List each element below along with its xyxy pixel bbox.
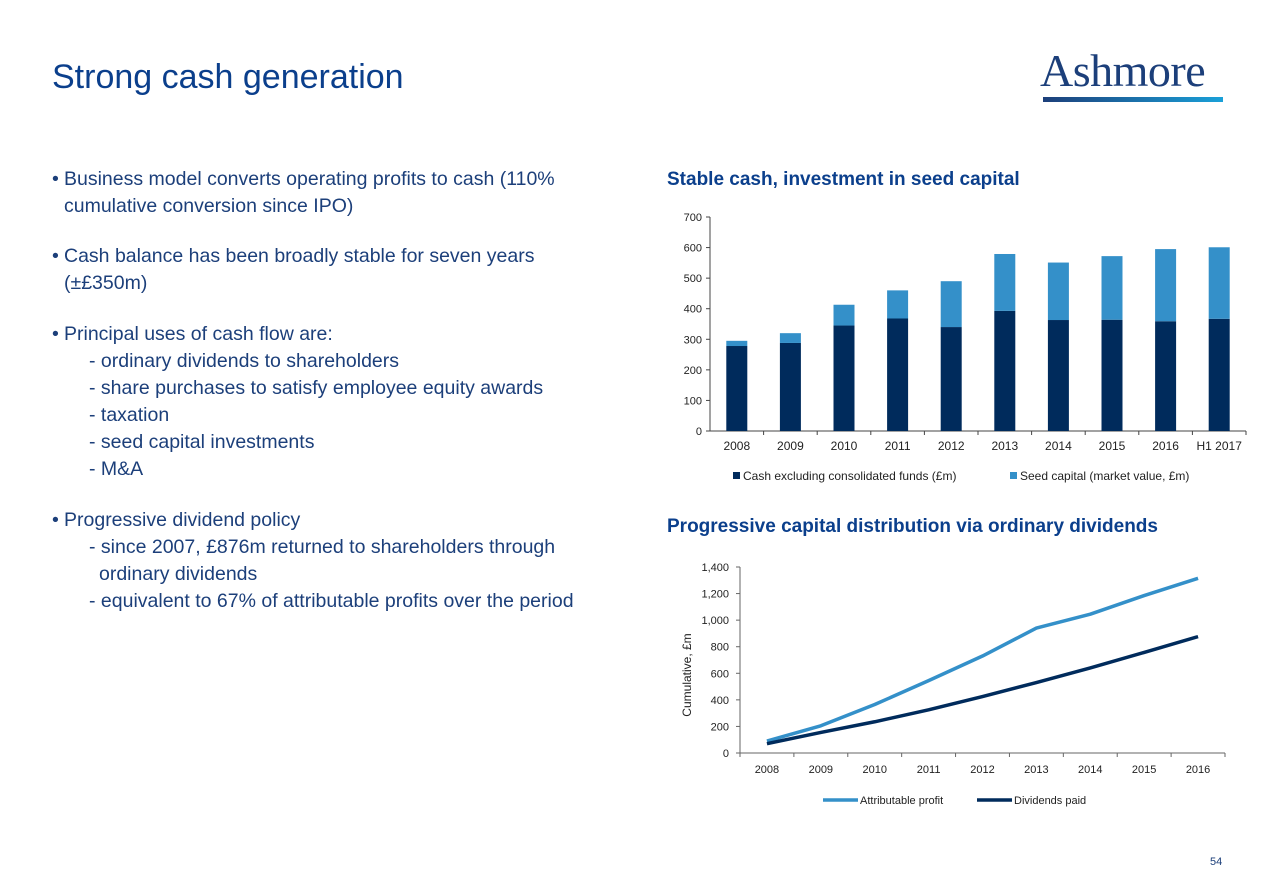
ashmore-logo: Ashmore (1040, 48, 1224, 104)
line-chart-title: Progressive capital distribution via ord… (667, 516, 1158, 537)
x-tick-label: 2011 (917, 764, 941, 776)
legend-label: Seed capital (market value, £m) (1020, 469, 1189, 483)
y-tick-label: 600 (711, 668, 729, 680)
bar-seed-capital (887, 290, 909, 319)
x-tick-label: 2011 (885, 439, 911, 453)
x-tick-label: 2015 (1132, 764, 1156, 776)
sub-item: - since 2007, £876m returned to sharehol… (89, 536, 556, 558)
bar-seed-capital (1047, 262, 1069, 321)
page-number: 54 (1210, 856, 1223, 868)
bullet-text: Cash balance has been broadly stable for… (64, 245, 535, 267)
x-tick-label: 2009 (809, 764, 833, 776)
bullet-dot: • (52, 323, 59, 345)
x-tick-label: 2012 (938, 439, 965, 453)
bar-cash (1047, 320, 1069, 431)
bullet-dividend-policy: • Progressive dividend policy - since 20… (52, 507, 642, 615)
bar-seed-capital (1155, 249, 1177, 322)
bar-chart-title: Stable cash, investment in seed capital (667, 169, 1020, 190)
bar-cash (1208, 318, 1230, 431)
bar-cash (994, 310, 1016, 431)
legend-label: Dividends paid (1014, 795, 1086, 807)
y-tick-label: 1,400 (701, 562, 729, 574)
bar-chart: 0 100 200 300 400 500 600 700 2008 2009 2010 2011 20… (684, 212, 1247, 483)
sub-item: - ordinary dividends to shareholders (89, 350, 400, 372)
logo-underline (1043, 97, 1223, 102)
y-tick-label: 0 (696, 426, 702, 438)
sub-item: - seed capital investments (89, 431, 315, 453)
x-tick-label: 2008 (755, 764, 779, 776)
x-tick-label: 2009 (777, 439, 804, 453)
x-tick-label: H1 2017 (1197, 439, 1243, 453)
y-tick-label: 600 (684, 243, 702, 255)
bar-cash (833, 325, 855, 431)
legend-label: Attributable profit (860, 795, 943, 807)
bar-seed-capital (1101, 256, 1123, 320)
y-tick-label: 800 (711, 642, 729, 654)
bullet-text: cumulative conversion since IPO) (64, 195, 354, 217)
y-tick-label: 700 (684, 212, 702, 224)
x-tick-label: 2008 (723, 439, 750, 453)
bullet-list: • Business model converts operating prof… (52, 166, 642, 615)
bullet-text: (±£350m) (64, 272, 148, 294)
y-tick-label: 1,200 (701, 589, 729, 601)
sub-item: ordinary dividends (99, 563, 258, 585)
bullet-text: Business model converts operating profit… (64, 168, 555, 190)
bullet-dot: • (52, 245, 59, 267)
logo-wordmark: Ashmore (1040, 45, 1206, 96)
x-tick-label: 2016 (1152, 439, 1179, 453)
y-tick-label: 400 (711, 695, 729, 707)
sub-item: - share purchases to satisfy employee eq… (89, 377, 544, 399)
x-tick-label: 2010 (862, 764, 886, 776)
bar-cash (1155, 321, 1177, 431)
y-tick-label: 400 (684, 304, 702, 316)
line-chart: 0 200 400 600 800 1,000 1,200 1,400 Cumulative, … (680, 562, 1226, 807)
legend-label: Cash excluding consolidated funds (£m) (743, 469, 956, 483)
x-tick-label: 2010 (831, 439, 858, 453)
x-tick-label: 2014 (1078, 764, 1102, 776)
sub-item: - taxation (89, 404, 170, 426)
x-tick-label: 2013 (991, 439, 1018, 453)
sub-item: - M&A (89, 458, 144, 480)
y-tick-label: 100 (684, 395, 702, 407)
y-tick-label: 0 (723, 748, 729, 760)
x-tick-label: 2015 (1099, 439, 1126, 453)
legend-swatch (733, 472, 740, 479)
series-line-attributable-profit (766, 576, 1199, 743)
bar-cash (779, 342, 801, 431)
bar-cash (940, 327, 962, 431)
bullet-dot: • (52, 509, 59, 531)
y-tick-label: 200 (684, 365, 702, 377)
bullet-heading: Progressive dividend policy (64, 509, 301, 531)
y-axis-label: Cumulative, £m (680, 633, 694, 716)
bullet-cash-conversion: • Business model converts operating prof… (52, 166, 642, 220)
x-tick-label: 2016 (1186, 764, 1210, 776)
bullet-dot: • (52, 168, 59, 190)
bar-seed-capital (726, 340, 748, 347)
y-tick-label: 500 (684, 273, 702, 285)
x-tick-label: 2013 (1024, 764, 1048, 776)
sub-item: - equivalent to 67% of attributable prof… (89, 590, 574, 612)
bar-seed-capital (833, 304, 855, 326)
bullet-cash-balance: • Cash balance has been broadly stable f… (52, 243, 642, 297)
legend-swatch (1010, 472, 1017, 479)
x-tick-label: 2014 (1045, 439, 1072, 453)
x-tick-label: 2012 (970, 764, 994, 776)
y-tick-label: 1,000 (701, 615, 729, 627)
bar-seed-capital (1208, 247, 1230, 319)
series-line-dividends-paid (766, 634, 1199, 746)
bar-cash (887, 318, 909, 431)
y-tick-label: 300 (684, 334, 702, 346)
bar-seed-capital (779, 333, 801, 343)
bar-seed-capital (994, 253, 1016, 311)
bar-seed-capital (940, 281, 962, 328)
y-tick-label: 200 (711, 721, 729, 733)
bullet-heading: Principal uses of cash flow are: (64, 323, 333, 345)
bullet-uses-of-cash: • Principal uses of cash flow are: - ord… (52, 321, 642, 483)
bar-cash (1101, 319, 1123, 431)
page-title: Strong cash generation (52, 58, 404, 96)
bar-cash (726, 346, 748, 431)
